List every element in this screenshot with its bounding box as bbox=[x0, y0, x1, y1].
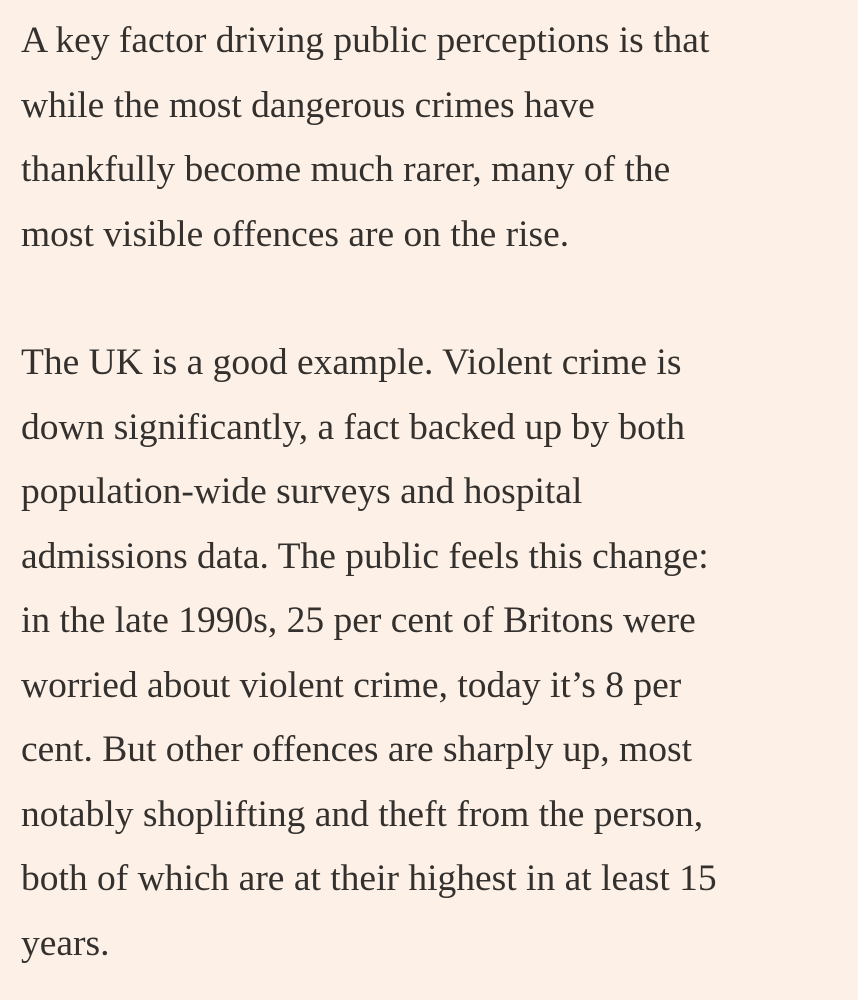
paragraph-line: The UK is a good example. Violent crime … bbox=[21, 342, 682, 383]
paragraph-line: while the most dangerous crimes have bbox=[21, 84, 595, 126]
paragraph-line: thankfully become much rarer, many of th… bbox=[21, 149, 671, 190]
article-paragraph-1: A key factor driving public perceptions … bbox=[21, 0, 834, 267]
paragraph-line: admissions data. The public feels this c… bbox=[21, 535, 709, 577]
paragraph-line: down significantly, a fact backed up by … bbox=[21, 406, 686, 448]
paragraph-line: notably shoplifting and theft from the p… bbox=[21, 793, 704, 835]
paragraph-line: population-wide surveys and hospital bbox=[21, 471, 583, 512]
paragraph-line: worried about violent crime, today it’s … bbox=[21, 664, 682, 706]
article-paragraph-2: The UK is a good example. Violent crime … bbox=[21, 331, 834, 976]
paragraph-line: A key factor driving public perceptions … bbox=[21, 20, 710, 61]
paragraph-line: most visible offences are on the rise. bbox=[21, 213, 570, 255]
paragraph-line: cent. But other offences are sharply up,… bbox=[21, 729, 692, 770]
paragraph-line: years. bbox=[21, 922, 110, 964]
paragraph-line: in the late 1990s, 25 per cent of Briton… bbox=[21, 600, 696, 641]
paragraph-line: both of which are at their highest in at… bbox=[21, 858, 717, 899]
